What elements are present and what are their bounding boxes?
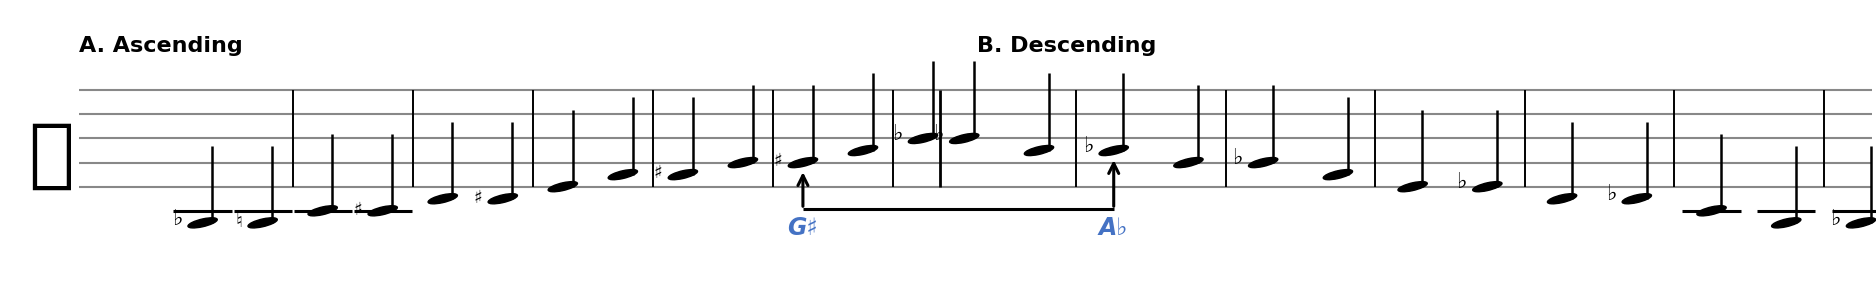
Text: ♭: ♭ [1233, 148, 1242, 168]
Ellipse shape [1249, 158, 1278, 168]
Ellipse shape [728, 158, 758, 168]
Text: A. Ascending: A. Ascending [79, 36, 242, 56]
Ellipse shape [788, 158, 818, 168]
Ellipse shape [668, 170, 698, 180]
Text: G♯: G♯ [788, 216, 818, 240]
Ellipse shape [548, 182, 578, 192]
Text: ♭: ♭ [1606, 184, 1617, 204]
Ellipse shape [188, 218, 218, 228]
Text: ♭: ♭ [173, 208, 182, 228]
Ellipse shape [248, 218, 278, 228]
Ellipse shape [608, 170, 638, 180]
Ellipse shape [1846, 218, 1876, 228]
Ellipse shape [488, 194, 518, 204]
Ellipse shape [428, 194, 458, 204]
Ellipse shape [1771, 218, 1801, 228]
Ellipse shape [949, 133, 979, 143]
Text: ♭: ♭ [1082, 136, 1094, 156]
Ellipse shape [1024, 146, 1054, 156]
Text: ♯: ♯ [473, 188, 482, 207]
Ellipse shape [848, 146, 878, 156]
Text: ♭: ♭ [1456, 172, 1467, 192]
Ellipse shape [308, 206, 338, 216]
Text: ♯: ♯ [653, 164, 662, 183]
Text: B. Descending: B. Descending [977, 36, 1157, 56]
Text: ♯: ♯ [773, 152, 782, 171]
Ellipse shape [1548, 194, 1576, 204]
Ellipse shape [1398, 182, 1428, 192]
Ellipse shape [1323, 170, 1353, 180]
Text: ♭: ♭ [934, 124, 944, 144]
Text: A♭: A♭ [1099, 216, 1127, 240]
Text: ♯: ♯ [353, 201, 362, 219]
Text: 𝄞: 𝄞 [28, 118, 73, 192]
Text: ♮: ♮ [234, 212, 242, 231]
Text: ♭: ♭ [1831, 208, 1840, 228]
Text: ♭: ♭ [893, 124, 902, 144]
Ellipse shape [908, 133, 938, 143]
Ellipse shape [1473, 182, 1503, 192]
Ellipse shape [1099, 146, 1127, 156]
Ellipse shape [1698, 206, 1726, 216]
Ellipse shape [368, 206, 398, 216]
Ellipse shape [1174, 158, 1203, 168]
Ellipse shape [1623, 194, 1651, 204]
